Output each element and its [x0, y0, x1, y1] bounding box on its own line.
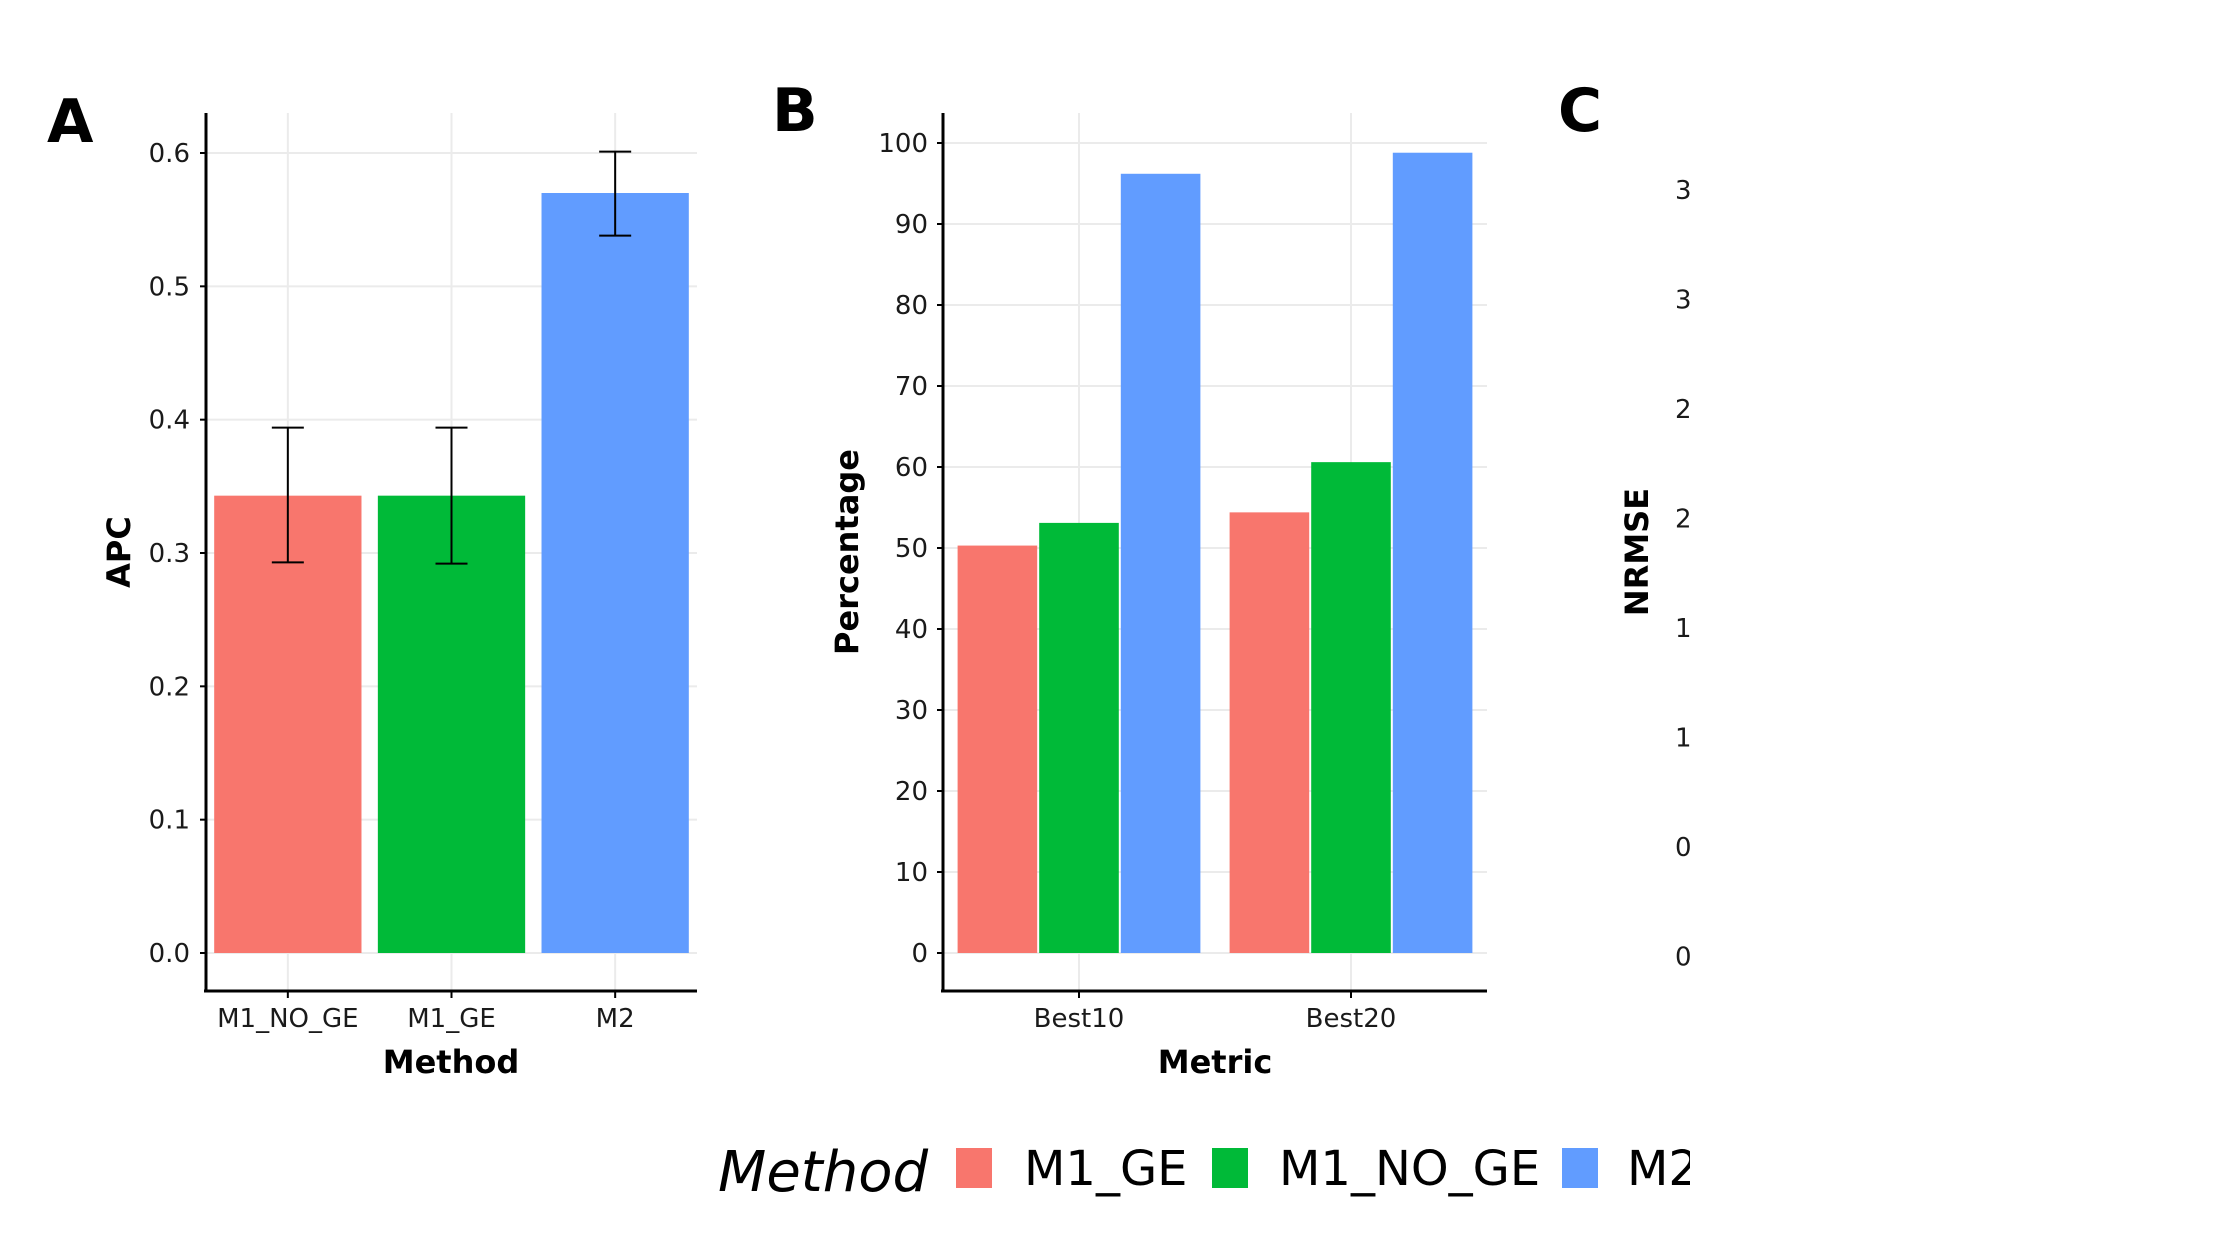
panel-a: A 0.00.10.20.30.40.50.6 M1_NO_GE M1_GE M2 …	[47, 87, 697, 1081]
panel-b-x-ticks: Best10 Best20	[1034, 991, 1397, 1034]
panel-c-y-tick-label: 0	[1675, 833, 1692, 863]
panel-c-y-tick-label: 1	[1675, 614, 1692, 644]
legend-label-m1-no-ge: M1_NO_GE	[1279, 1141, 1540, 1197]
panel-b-y-tick-label: 90	[895, 210, 928, 240]
panel-a-y-tick-label: 0.2	[149, 672, 190, 702]
panel-a-y-tick-label: 0.3	[149, 539, 190, 569]
panel-b-y-tick-label: 40	[895, 615, 928, 645]
legend-swatch-m1-no-ge	[1212, 1148, 1248, 1188]
panel-c-y-tick-label: 3	[1675, 176, 1692, 206]
panel-a-y-tick-label: 0.0	[149, 939, 190, 969]
panel-b-x-tick-label: Best20	[1306, 1004, 1397, 1034]
panel-a-y-ticks: 0.0 0.1 0.2 0.3 0.4 0.5 0.6	[149, 139, 206, 969]
panel-b-y-title: Percentage	[828, 449, 866, 655]
panel-a-x-ticks: M1_NO_GE M1_GE M2	[217, 991, 635, 1034]
bar-m1-ge	[377, 495, 526, 953]
bar-best10-m2	[1120, 173, 1201, 953]
panel-c-y-tick-label: 2	[1675, 395, 1692, 425]
bar-m1-no-ge	[214, 495, 362, 953]
panel-c-y-tick-label: 2	[1675, 505, 1692, 535]
panel-c-label: C	[1558, 76, 1602, 146]
bar-best10-m1-no-ge	[1039, 522, 1119, 953]
panel-b-label: B	[772, 76, 818, 146]
bar-best10-m1-ge	[957, 545, 1038, 953]
panel-c-y-tick-label: 0	[1675, 943, 1692, 973]
panel-b-y-tick-label: 20	[895, 777, 928, 807]
panel-b-y-ticks: 0 10 20 30 40 50 60 70 80 90 100	[878, 129, 943, 969]
panel-b-y-tick-label: 70	[895, 372, 928, 402]
panel-c-y-title: NRMSE	[1618, 488, 1656, 616]
legend-title: Method	[718, 1140, 928, 1205]
legend: Method M1_GE M1_NO_GE M2	[718, 1140, 1699, 1205]
bar-m2	[541, 193, 689, 953]
panel-b-y-tick-label: 0	[911, 939, 928, 969]
panel-c-y-ticks: 3 3 2 2 1 1 0 0	[1675, 176, 1692, 973]
bar-best20-m1-ge	[1229, 512, 1310, 953]
panel-b-y-tick-label: 60	[895, 453, 928, 483]
panel-b-y-tick-label: 100	[878, 129, 928, 159]
panel-b-y-tick-label: 10	[895, 858, 928, 888]
panel-a-y-tick-label: 0.4	[149, 406, 190, 436]
panel-a-x-title: Method	[383, 1043, 520, 1081]
panel-a-error-bars	[271, 150, 632, 565]
legend-label-m1-ge: M1_GE	[1024, 1141, 1187, 1197]
panel-c-y-tick-label: 3	[1675, 286, 1692, 316]
legend-swatch-m2	[1562, 1148, 1598, 1188]
legend-swatch-m1-ge	[956, 1148, 992, 1188]
panel-a-label: A	[47, 87, 94, 157]
cropped-region	[1690, 0, 2240, 1260]
panel-c: C 3 3 2 2 1 1 0 0 NRMSE	[1558, 76, 1692, 973]
panel-c-y-tick-label: 1	[1675, 724, 1692, 754]
panel-b: B 0 10 20 30 40 50 60 70 80 90 100 Best10 Best20 Me…	[772, 76, 1487, 1081]
panel-b-bars	[957, 152, 1473, 954]
panel-b-y-tick-label: 80	[895, 291, 928, 321]
panel-b-x-tick-label: Best10	[1034, 1004, 1125, 1034]
panel-a-y-tick-label: 0.6	[149, 139, 190, 169]
panel-b-y-tick-label: 50	[895, 534, 928, 564]
panel-a-x-tick-label: M1_NO_GE	[217, 1004, 358, 1034]
panel-a-y-title: APC	[100, 516, 138, 588]
panel-a-bars	[214, 193, 689, 953]
panel-a-x-tick-label: M1_GE	[407, 1004, 496, 1034]
panel-a-y-tick-label: 0.1	[149, 806, 190, 836]
panel-b-x-title: Metric	[1158, 1043, 1273, 1081]
legend-label-m2: M2	[1627, 1141, 1699, 1197]
panel-b-y-tick-label: 30	[895, 696, 928, 726]
panel-a-y-tick-label: 0.5	[149, 272, 190, 302]
panel-a-x-tick-label: M2	[596, 1004, 635, 1034]
bar-best20-m2	[1392, 152, 1473, 954]
bar-best20-m1-no-ge	[1311, 462, 1391, 953]
